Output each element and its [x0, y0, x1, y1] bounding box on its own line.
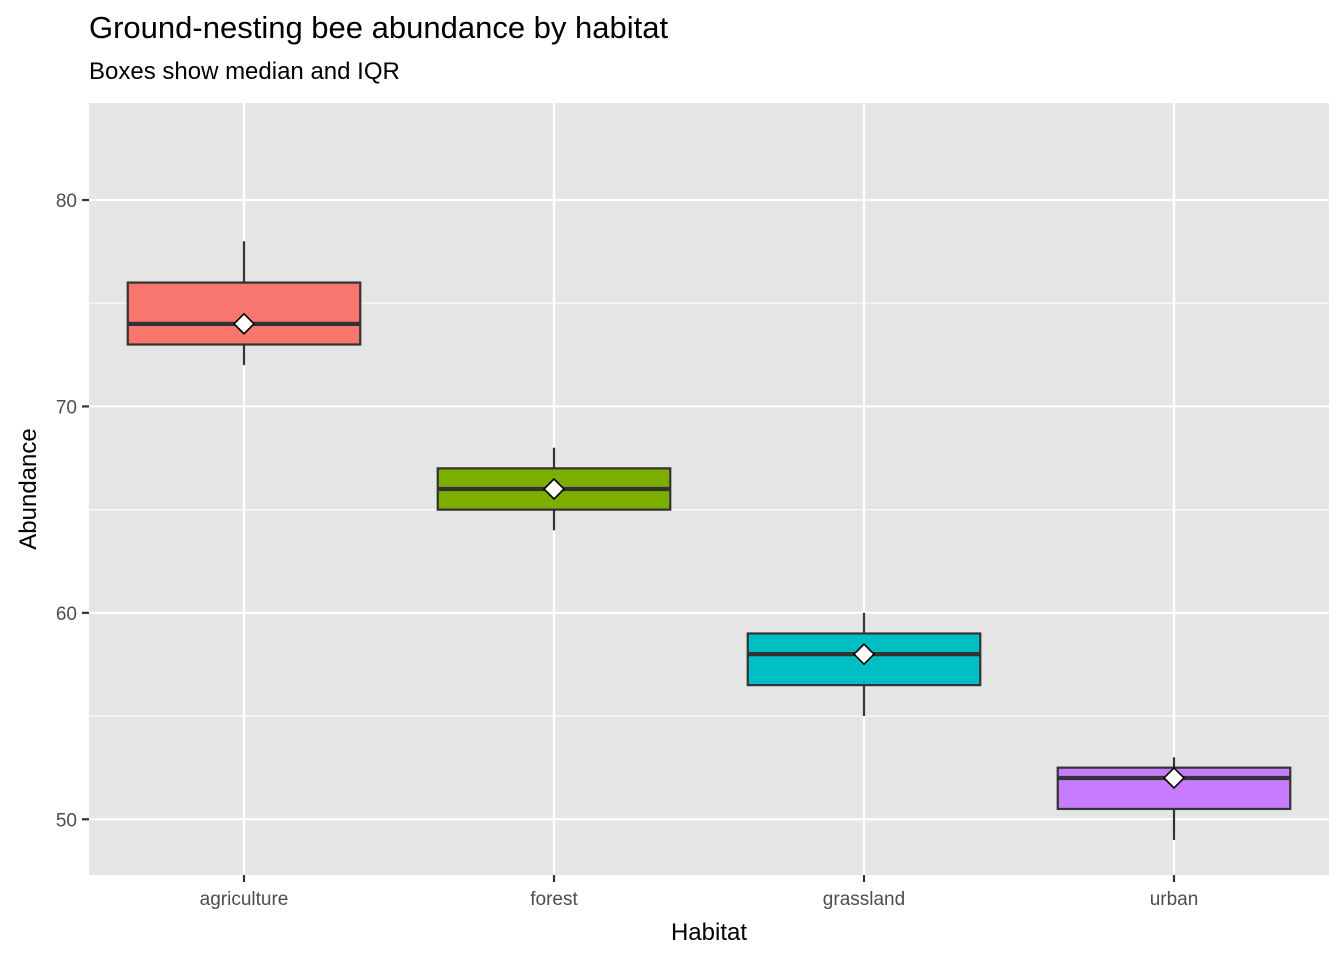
x-tick-label: forest: [530, 889, 578, 910]
plot-panel: [89, 103, 1329, 875]
mean-marker: [852, 643, 876, 666]
chart-subtitle: Boxes show median and IQR: [89, 58, 400, 85]
axes: 50 60 70 80 agriculture forest grassland urban: [56, 191, 1198, 910]
box-forest: [436, 447, 672, 531]
grid-lines: [89, 103, 1329, 875]
x-axis-title: Habitat: [671, 919, 747, 946]
box-agriculture: [126, 241, 362, 366]
chart-title: Ground-nesting bee abundance by habitat: [89, 10, 669, 45]
x-tick-label: urban: [1150, 889, 1199, 910]
y-axis-title: Abundance: [15, 428, 42, 549]
box-grassland: [746, 612, 982, 717]
x-tick-label: agriculture: [200, 889, 289, 910]
y-tick-label: 60: [56, 604, 77, 625]
mean-marker: [1162, 766, 1186, 790]
y-tick-label: 70: [56, 397, 77, 418]
box-urban: [1056, 757, 1292, 840]
box-series: [126, 241, 1292, 840]
mean-marker: [232, 312, 256, 335]
mean-marker: [542, 477, 566, 501]
x-tick-label: grassland: [823, 889, 905, 910]
y-tick-label: 50: [56, 810, 77, 831]
y-tick-label: 80: [56, 191, 77, 212]
